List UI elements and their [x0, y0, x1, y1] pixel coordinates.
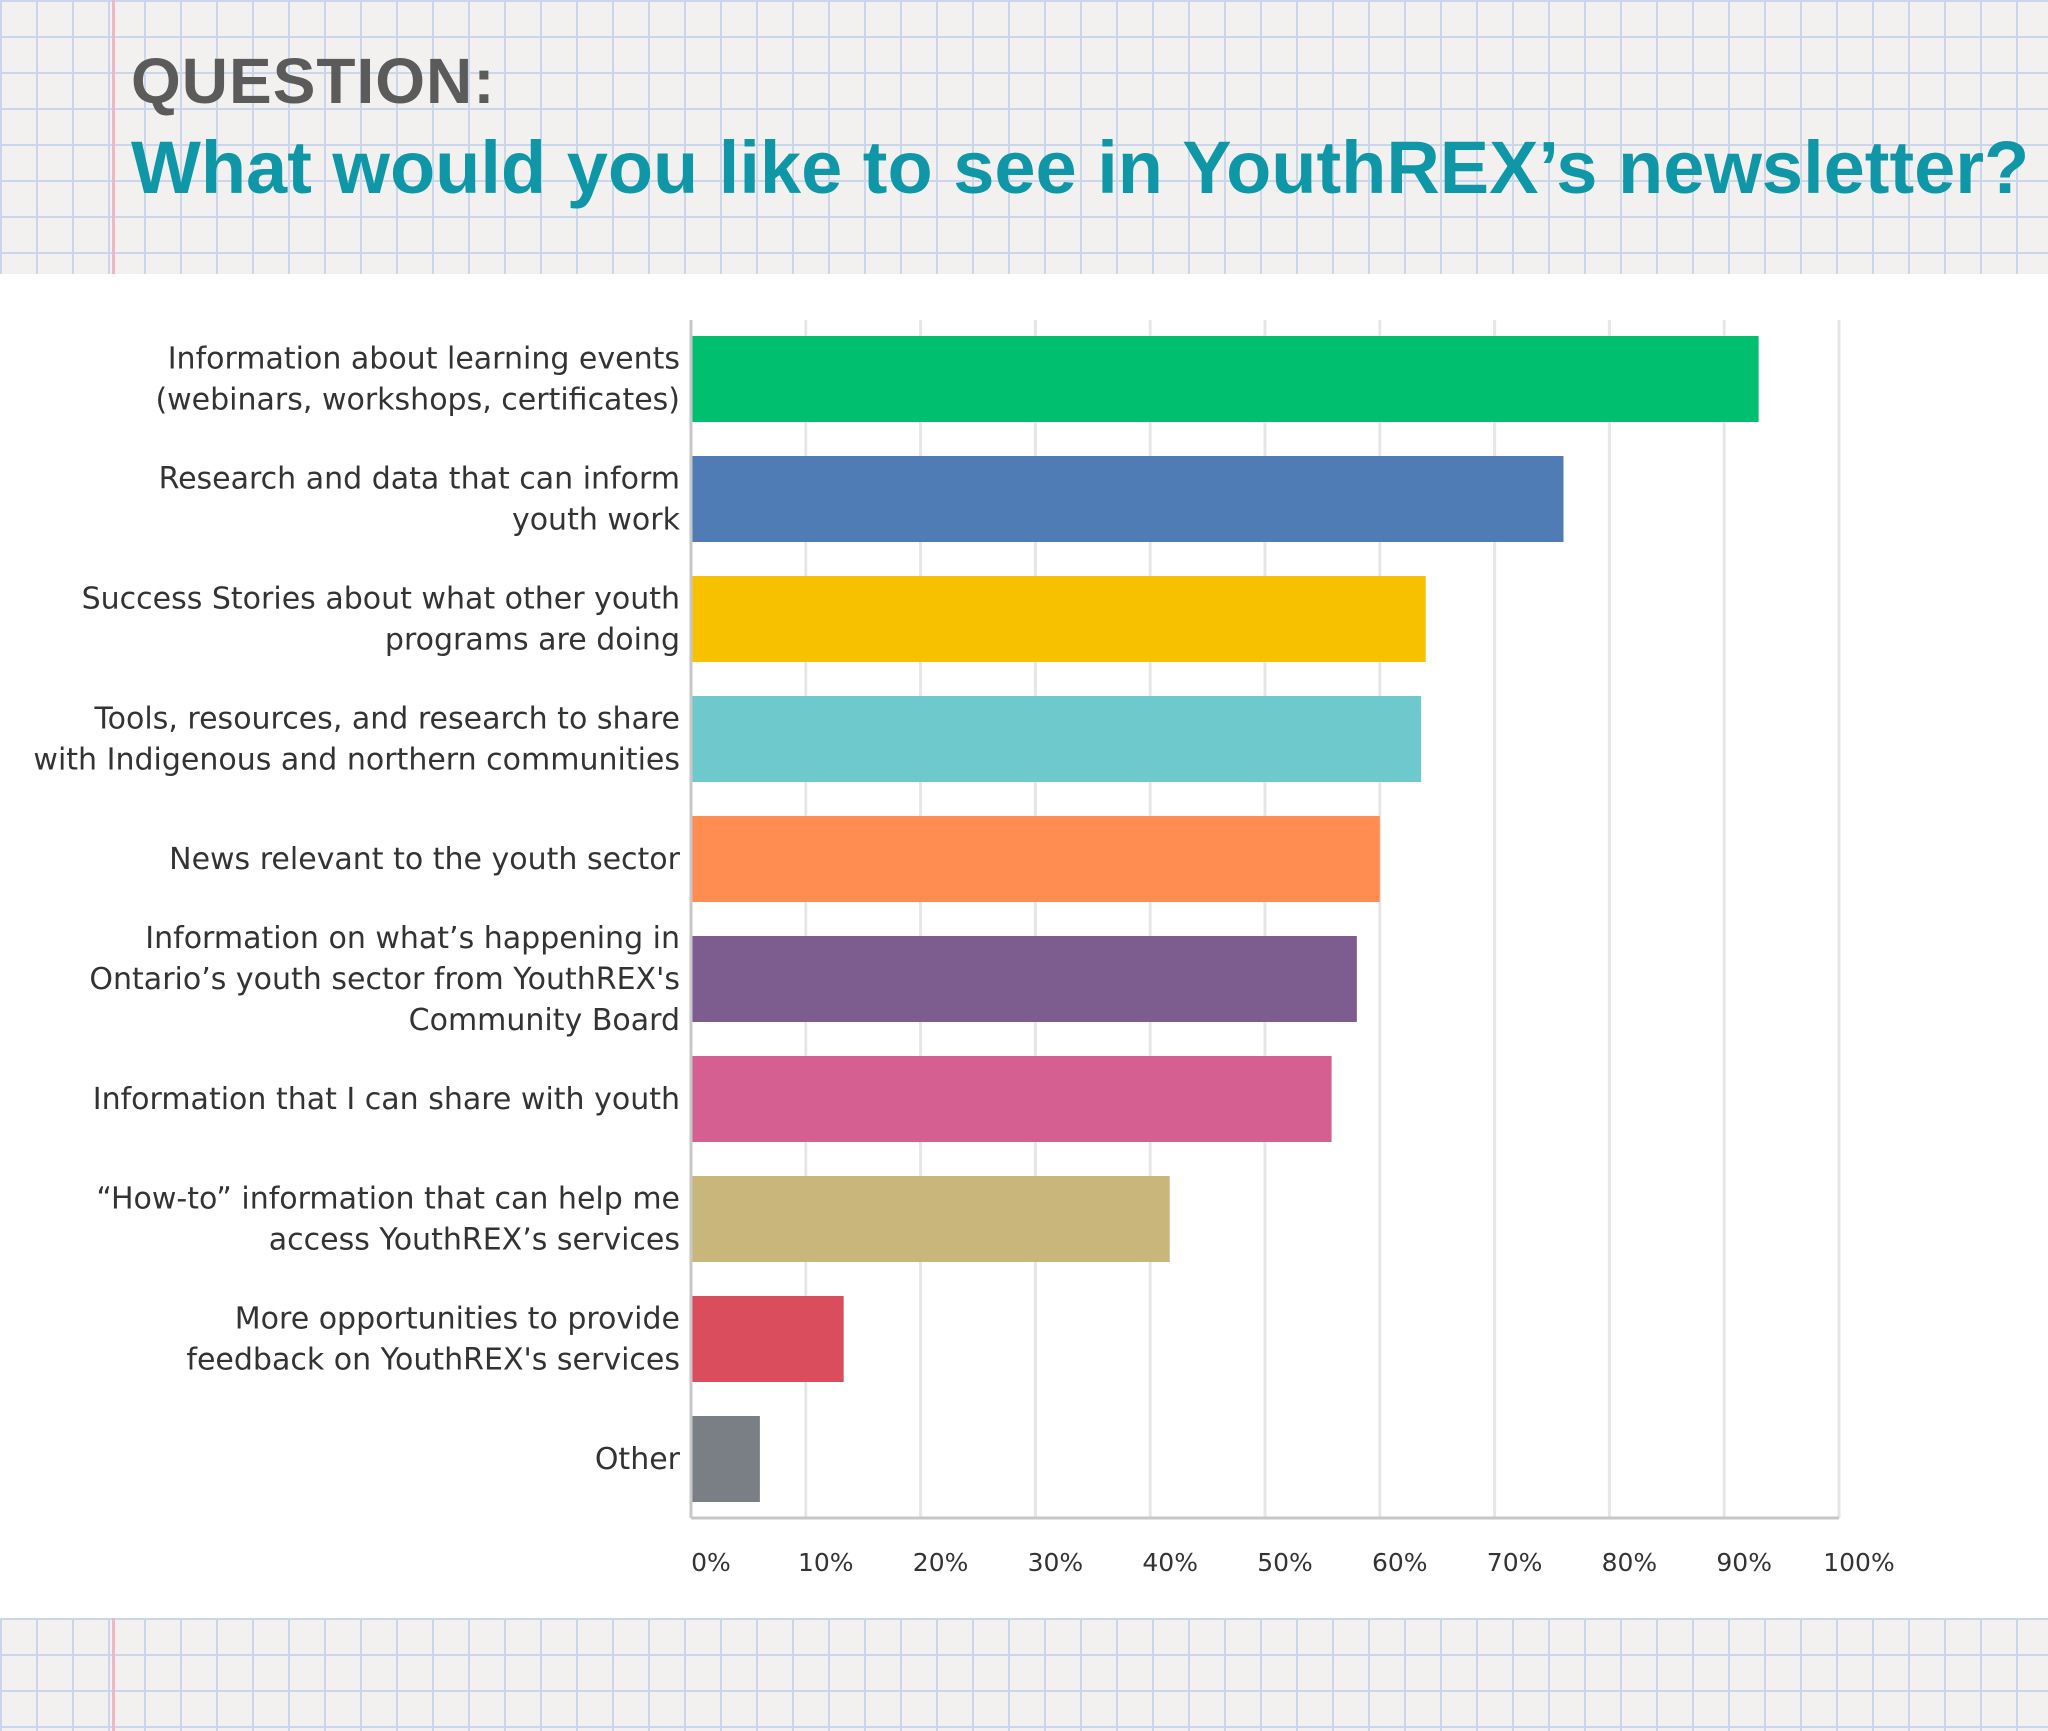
category-label: Research and data that can inform youth w…: [159, 462, 681, 538]
question-kicker: QUESTION:: [131, 45, 496, 117]
x-tick-label: 70%: [1487, 1548, 1543, 1577]
category-label: News relevant to the youth sector: [169, 842, 681, 877]
x-tick-label: 0%: [691, 1548, 731, 1577]
x-tick-label: 50%: [1257, 1548, 1313, 1577]
bar: [691, 696, 1422, 782]
x-tick-label: 40%: [1142, 1548, 1198, 1577]
x-tick-label: 100%: [1823, 1548, 1894, 1577]
bar: [691, 1296, 844, 1382]
question-title: What would you like to see in YouthREX’s…: [131, 126, 2030, 209]
category-label: Information that I can share with youth: [93, 1082, 680, 1117]
bottom-margin-line: [112, 1618, 115, 1731]
bar: [691, 456, 1564, 542]
category-label: Other: [595, 1442, 681, 1477]
category-labels: Information about learning events (webina…: [33, 342, 680, 1478]
bottom-grid-background: [0, 1618, 2048, 1731]
category-label: Information on what’s happening in Ontari…: [89, 921, 680, 1038]
bar: [691, 1176, 1170, 1262]
x-tick-label: 10%: [798, 1548, 854, 1577]
category-label: More opportunities to provide feedback on…: [186, 1302, 680, 1378]
category-label: “How-to” information that can help me acc…: [96, 1182, 680, 1258]
x-tick-label: 60%: [1372, 1548, 1428, 1577]
category-label: Success Stories about what other youth pr…: [82, 582, 680, 658]
bar: [691, 576, 1426, 662]
tick-labels: 0% 10% 20% 30% 40% 50% 60% 70% 80% 90% 100%: [691, 1548, 1895, 1577]
top-grid-background: [0, 0, 2048, 274]
bars: [691, 336, 1759, 1502]
bar: [691, 336, 1759, 422]
bar: [691, 936, 1357, 1022]
x-tick-label: 80%: [1602, 1548, 1658, 1577]
top-margin-line: [112, 0, 115, 274]
axes: [689, 320, 1839, 1520]
bar: [691, 816, 1380, 902]
category-label: Tools, resources, and research to share w…: [33, 702, 680, 778]
category-label: Information about learning events (webina…: [155, 342, 680, 418]
bar: [691, 1416, 760, 1502]
x-tick-label: 90%: [1716, 1548, 1772, 1577]
x-tick-label: 30%: [1028, 1548, 1084, 1577]
x-tick-label: 20%: [913, 1548, 969, 1577]
bar: [691, 1056, 1332, 1142]
